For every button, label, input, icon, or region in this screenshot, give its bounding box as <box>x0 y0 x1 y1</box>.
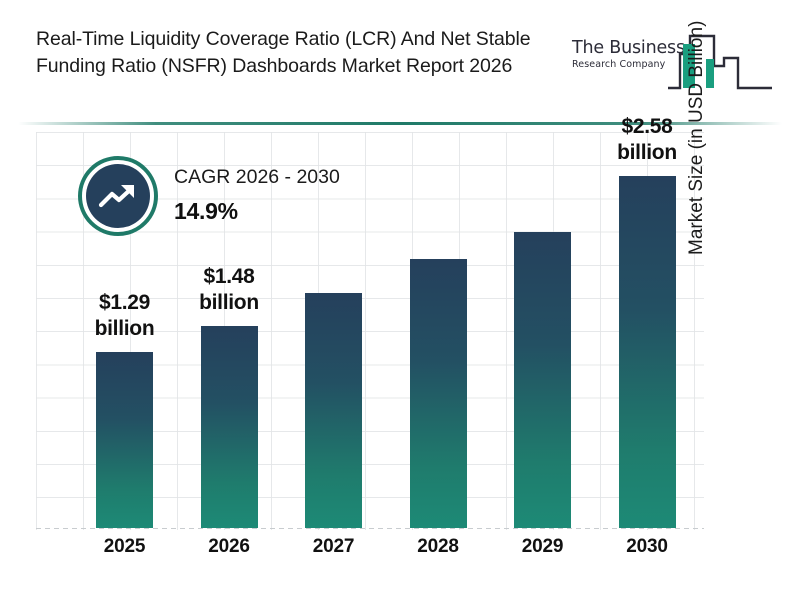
bar-value-unit: billion <box>199 290 259 314</box>
bar-value-unit: billion <box>617 140 677 164</box>
logo-line1: The Business <box>572 38 685 58</box>
bar-value-label-2030: $2.58 billion <box>593 114 701 166</box>
trend-up-arrow-icon <box>86 164 150 228</box>
x-tick-2027: 2027 <box>312 536 355 557</box>
header: Real-Time Liquidity Coverage Ratio (LCR)… <box>0 0 800 125</box>
cagr-value-label: 14.9% <box>174 198 238 224</box>
bar-2029 <box>514 231 571 528</box>
bar-value-label-2026: $1.48 billion <box>175 264 283 316</box>
cagr-period-label: CAGR 2026 - 2030 <box>174 166 340 188</box>
bar-2028 <box>409 258 467 528</box>
x-tick-2028: 2028 <box>417 536 459 557</box>
cagr-badge-circle <box>78 156 158 236</box>
bar-chart-logo-mark <box>668 28 772 96</box>
x-tick-2026: 2026 <box>208 536 250 557</box>
x-axis-line <box>36 528 704 529</box>
bar-value-amount: $1.29 <box>98 290 151 314</box>
bar-2025 <box>96 351 153 528</box>
bar-value-unit: billion <box>94 316 155 340</box>
bar-2027 <box>305 293 362 528</box>
page-title: Real-Time Liquidity Coverage Ratio (LCR)… <box>36 28 531 77</box>
x-tick-2030: 2030 <box>626 536 668 557</box>
x-tick-2029: 2029 <box>521 536 564 557</box>
logo-text: The Business Research Company <box>572 38 692 70</box>
cagr-annotation: CAGR 2026 - 2030 14.9% <box>78 154 408 242</box>
bar-value-amount: $2.58 <box>621 114 673 138</box>
bar-value-amount: $1.48 <box>203 264 255 288</box>
header-divider <box>18 122 782 125</box>
bar-2026 <box>200 325 258 528</box>
x-tick-2025: 2025 <box>103 536 146 557</box>
bar-2030 <box>618 175 676 528</box>
bar-value-label-2025: $1.29 billion <box>71 290 179 342</box>
logo-line2: Research Company <box>572 59 666 70</box>
company-logo: The Business Research Company <box>572 28 772 98</box>
